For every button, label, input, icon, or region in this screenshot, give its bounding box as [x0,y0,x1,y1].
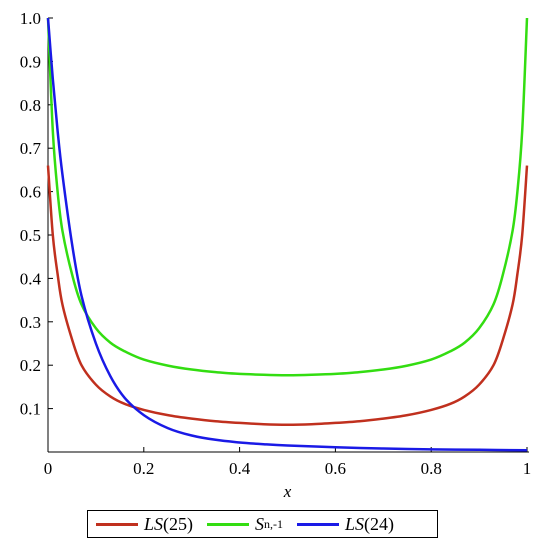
x-tick-label: 0 [44,459,53,478]
x-tick-label: 0.4 [229,459,251,478]
y-tick-label: 0.1 [20,400,41,419]
y-tick-label: 1.0 [20,9,41,28]
legend-label-ls25-rest: (25) [163,513,194,534]
y-tick-label: 0.7 [20,139,42,158]
y-tick-label: 0.4 [20,269,42,288]
legend-label-sn-italic: S [255,513,265,534]
y-tick-label: 0.9 [20,52,41,71]
legend-item-ls24: LS (24) [297,514,394,535]
axes: 0 0.2 0.4 0.6 0.8 1 0.1 0.2 0.3 0.4 0.5 0.6 0.7 0.8 0.… [20,9,532,478]
series-line-sn-minus1 [46,17,529,377]
legend-swatch-ls24 [297,522,340,526]
series-line-ls25 [46,165,529,426]
legend-label-sn-sub: n,-1 [264,516,284,531]
y-tick-label: 0.5 [20,226,41,245]
y-tick-label: 0.2 [20,356,41,375]
x-tick-label: 1 [523,459,532,478]
legend-item-ls25: LS (25) [96,514,193,535]
legend-swatch-ls25 [96,522,138,526]
legend-label-ls24-italic: LS [345,513,365,534]
y-tick-label: 0.6 [20,183,41,202]
x-tick-label: 0.6 [325,459,346,478]
curves [46,17,529,452]
legend-label-ls24-rest: (24) [364,513,395,534]
legend-label-ls25-italic: LS [144,513,164,534]
series-line-ls24 [46,17,528,452]
x-axis-label: x [283,482,292,501]
x-tick-label: 0.2 [133,459,154,478]
y-tick-label: 0.8 [20,96,41,115]
chart-area: 0 0.2 0.4 0.6 0.8 1 0.1 0.2 0.3 0.4 0.5 0.6 0.7 0.8 0.… [20,9,532,501]
x-tick-label: 0.8 [421,459,442,478]
legend-swatch-sn [207,522,250,526]
y-tick-label: 0.3 [20,313,41,332]
